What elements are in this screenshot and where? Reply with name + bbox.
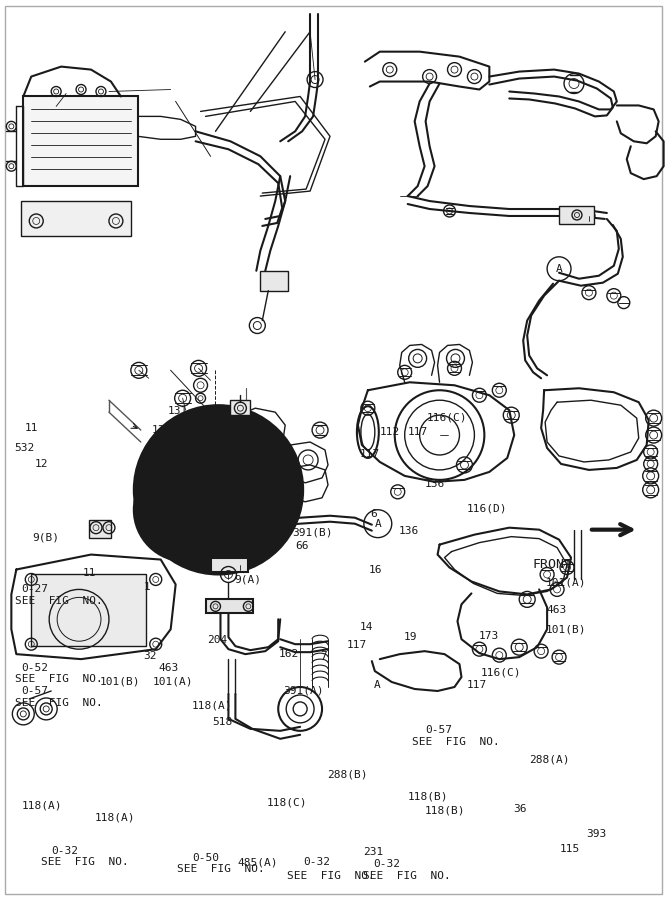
Text: A: A <box>374 680 380 689</box>
Text: 101(A): 101(A) <box>153 676 193 686</box>
Text: 136: 136 <box>399 526 419 536</box>
Text: 11: 11 <box>25 424 38 434</box>
Text: 134: 134 <box>166 503 186 513</box>
Text: 463: 463 <box>159 662 179 673</box>
Text: 117: 117 <box>347 641 367 651</box>
Bar <box>260 271 288 291</box>
Text: 288(B): 288(B) <box>327 770 368 779</box>
Text: 391(A): 391(A) <box>283 685 323 695</box>
Text: 101(B): 101(B) <box>546 625 586 634</box>
Text: SEE  FIG  NO.: SEE FIG NO. <box>287 870 375 881</box>
Text: 16: 16 <box>369 565 382 575</box>
Text: 131: 131 <box>167 406 187 416</box>
Text: 133: 133 <box>213 443 233 454</box>
Text: 32: 32 <box>143 651 157 661</box>
Text: 0-52: 0-52 <box>21 662 48 673</box>
Text: 117: 117 <box>408 428 428 437</box>
Bar <box>23 96 138 186</box>
Text: 518: 518 <box>213 716 233 726</box>
Text: 118(B): 118(B) <box>408 792 448 802</box>
Text: 485(A): 485(A) <box>238 858 278 868</box>
Text: 9(B): 9(B) <box>32 533 59 543</box>
Text: 112: 112 <box>380 428 400 437</box>
Text: SEE  FIG  NO.: SEE FIG NO. <box>177 864 265 875</box>
Text: 0-50: 0-50 <box>193 853 219 863</box>
Text: A: A <box>556 264 562 274</box>
Bar <box>211 558 248 572</box>
Text: 391(B): 391(B) <box>292 527 333 537</box>
Text: 101(B): 101(B) <box>99 676 140 686</box>
Text: 66: 66 <box>295 541 309 551</box>
Text: 162: 162 <box>279 649 299 660</box>
Bar <box>559 206 594 224</box>
Text: 118(C): 118(C) <box>267 797 307 807</box>
Circle shape <box>134 458 237 562</box>
Bar <box>21 201 131 236</box>
Text: 6: 6 <box>370 508 377 518</box>
Text: 0-32: 0-32 <box>51 846 78 856</box>
Text: 116(C): 116(C) <box>481 667 522 678</box>
Circle shape <box>134 405 303 574</box>
Text: 463: 463 <box>546 605 566 615</box>
Text: 117: 117 <box>360 449 380 460</box>
Text: 19: 19 <box>404 633 418 643</box>
Text: 204: 204 <box>207 635 227 645</box>
Text: 101(A): 101(A) <box>546 578 586 588</box>
Text: 130: 130 <box>151 426 172 436</box>
Bar <box>89 519 111 537</box>
Bar <box>31 574 146 646</box>
Bar <box>205 599 253 613</box>
Text: 136: 136 <box>425 479 446 489</box>
Text: A: A <box>374 518 381 528</box>
Text: 118(A): 118(A) <box>191 700 232 710</box>
Text: FRONT: FRONT <box>533 558 573 572</box>
Text: 118(B): 118(B) <box>424 806 465 815</box>
Bar <box>230 400 250 415</box>
Text: 36: 36 <box>513 804 526 814</box>
Text: 118(A): 118(A) <box>94 813 135 823</box>
Text: 115: 115 <box>560 844 580 854</box>
Text: SEE  FIG  NO.: SEE FIG NO. <box>364 870 451 881</box>
Text: 393: 393 <box>586 829 606 839</box>
Text: SEE  FIG  NO.: SEE FIG NO. <box>15 698 103 707</box>
Text: 7: 7 <box>320 651 327 661</box>
Text: 12: 12 <box>35 459 48 469</box>
Text: SEE  FIG  NO.: SEE FIG NO. <box>41 858 129 868</box>
Text: 173: 173 <box>478 632 498 642</box>
Text: 0-32: 0-32 <box>303 858 331 868</box>
Text: 137: 137 <box>280 468 301 478</box>
Text: 11: 11 <box>83 568 96 578</box>
Text: 231: 231 <box>364 847 384 857</box>
Text: 14: 14 <box>360 623 374 633</box>
Text: 116(D): 116(D) <box>466 503 507 513</box>
Text: 117: 117 <box>466 680 487 689</box>
Text: 0-27: 0-27 <box>21 584 48 594</box>
Text: SEE  FIG  NO.: SEE FIG NO. <box>15 674 103 684</box>
Text: 0-32: 0-32 <box>374 860 400 869</box>
Text: SEE  FIG  NO.: SEE FIG NO. <box>15 596 103 606</box>
Text: 9(A): 9(A) <box>234 575 261 585</box>
Text: SEE  FIG  NO.: SEE FIG NO. <box>412 737 500 747</box>
Text: 118(A): 118(A) <box>21 801 62 811</box>
Text: 0-57: 0-57 <box>425 724 452 734</box>
Text: 116(C): 116(C) <box>426 413 467 423</box>
Text: 532: 532 <box>15 443 35 454</box>
Text: 0-57: 0-57 <box>21 686 48 696</box>
Text: 288(A): 288(A) <box>530 754 570 764</box>
Text: 1: 1 <box>144 582 151 592</box>
Text: A: A <box>242 527 249 537</box>
Text: 135: 135 <box>226 422 246 432</box>
